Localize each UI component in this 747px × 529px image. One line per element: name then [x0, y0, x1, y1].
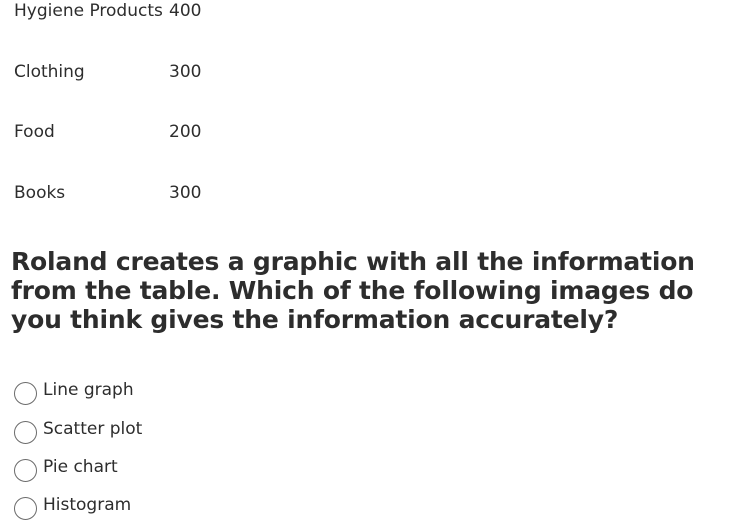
radio-button[interactable]: [14, 496, 37, 520]
table-cell-value: 200: [169, 122, 202, 142]
option-label: Histogram: [43, 495, 132, 515]
radio-button[interactable]: [14, 458, 37, 482]
radio-button[interactable]: [14, 420, 37, 444]
table-cell-value: 400: [169, 1, 202, 21]
option-pie-chart[interactable]: Pie chart: [14, 453, 118, 482]
table-cell-category: Hygiene Products: [14, 1, 163, 21]
option-scatter-plot[interactable]: Scatter plot: [14, 415, 143, 444]
option-label: Pie chart: [43, 457, 118, 477]
table-cell-value: 300: [169, 183, 202, 203]
question-text: Roland creates a graphic with all the in…: [11, 247, 695, 334]
radio-button[interactable]: [14, 381, 37, 405]
table-cell-category: Food: [14, 122, 55, 142]
option-label: Scatter plot: [43, 419, 143, 439]
table-cell-value: 300: [169, 62, 202, 82]
option-histogram[interactable]: Histogram: [14, 491, 132, 520]
table-cell-category: Books: [14, 183, 66, 203]
option-label: Line graph: [43, 380, 134, 400]
table-cell-category: Clothing: [14, 62, 85, 82]
option-line-graph[interactable]: Line graph: [14, 376, 134, 405]
